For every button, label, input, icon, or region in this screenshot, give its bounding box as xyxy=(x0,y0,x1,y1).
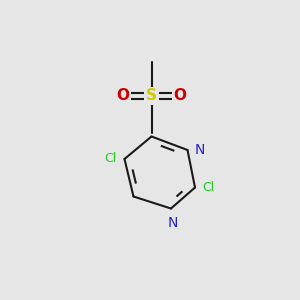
Text: Cl: Cl xyxy=(202,181,215,194)
Text: S: S xyxy=(146,88,157,104)
Text: Cl: Cl xyxy=(105,152,117,166)
Text: N: N xyxy=(195,143,206,157)
Text: N: N xyxy=(167,216,178,230)
Text: O: O xyxy=(173,88,187,104)
Text: O: O xyxy=(116,88,130,104)
